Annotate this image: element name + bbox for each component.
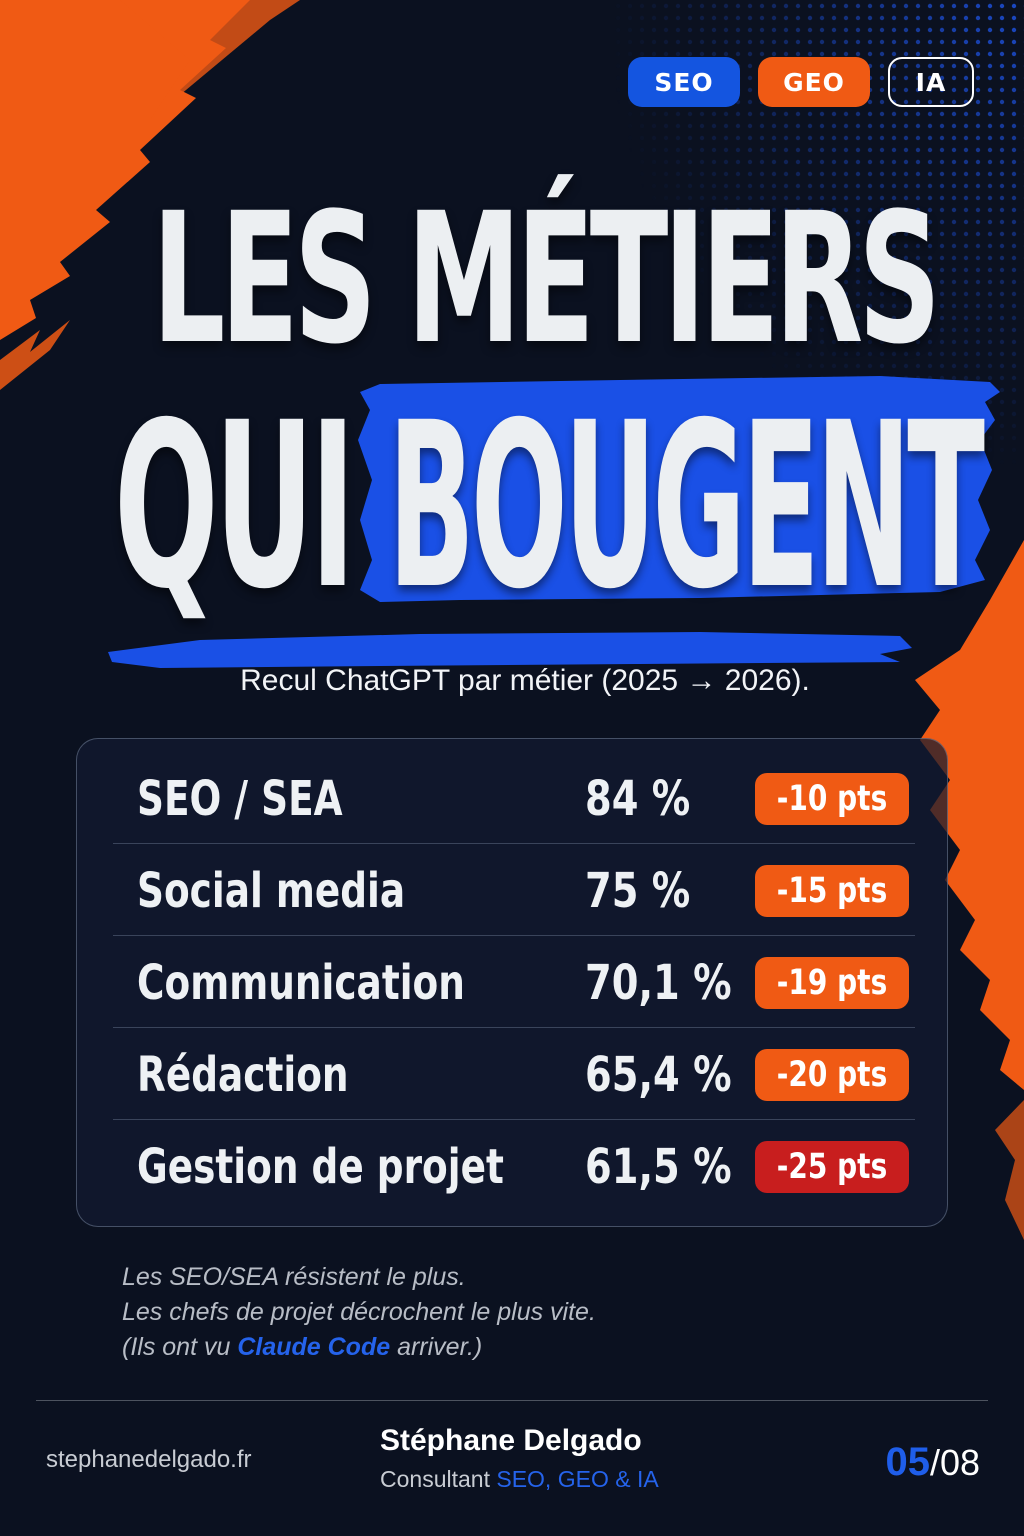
table-row: Social media 75 % -15 pts bbox=[113, 845, 915, 937]
commentary-note: Les SEO/SEA résistent le plus. Les chefs… bbox=[122, 1260, 596, 1365]
delta-value: -15 pts bbox=[776, 871, 888, 911]
author-role: Consultant SEO, GEO & IA bbox=[380, 1466, 659, 1493]
tag-seo: SEO bbox=[628, 57, 740, 107]
note-line3: (Ils ont vu Claude Code arriver.) bbox=[122, 1330, 596, 1365]
orange-brush-streak bbox=[0, 320, 70, 390]
page-current: 05 bbox=[885, 1440, 930, 1484]
stats-table: SEO / SEA 84 % -10 pts Social media 75 %… bbox=[76, 738, 948, 1227]
delta-badge: -10 pts bbox=[755, 773, 909, 825]
metier-label: Social media bbox=[137, 863, 406, 919]
role-highlight: SEO, GEO & IA bbox=[496, 1466, 659, 1492]
delta-value: -10 pts bbox=[776, 779, 888, 819]
website-link[interactable]: stephanedelgado.fr bbox=[46, 1446, 252, 1473]
tag-ia: IA bbox=[888, 57, 974, 107]
note-line3-before: (Ils ont vu bbox=[122, 1333, 238, 1361]
tag-geo: GEO bbox=[758, 57, 870, 107]
delta-value: -25 pts bbox=[776, 1147, 888, 1187]
subtitle: Recul ChatGPT par métier (2025 → 2026). bbox=[240, 664, 810, 697]
table-row: Gestion de projet 61,5 % -25 pts bbox=[113, 1121, 915, 1213]
metier-percentage: 70,1 % bbox=[585, 955, 732, 1011]
table-row: Rédaction 65,4 % -20 pts bbox=[113, 1029, 915, 1121]
note-highlight: Claude Code bbox=[237, 1333, 391, 1361]
metier-percentage: 84 % bbox=[585, 771, 691, 827]
orange-brush-top-left bbox=[0, 0, 250, 340]
row-divider bbox=[113, 935, 915, 936]
note-line2: Les chefs de projet décrochent le plus v… bbox=[122, 1298, 596, 1326]
table-row: Communication 70,1 % -19 pts bbox=[113, 937, 915, 1029]
blue-brush-underline bbox=[108, 632, 912, 668]
tag-group: SEO GEO IA bbox=[628, 57, 974, 107]
row-divider bbox=[113, 843, 915, 844]
note-line3-after: arriver.) bbox=[390, 1333, 483, 1361]
metier-label: Gestion de projet bbox=[137, 1139, 504, 1195]
role-prefix: Consultant bbox=[380, 1466, 497, 1492]
metier-percentage: 61,5 % bbox=[585, 1139, 732, 1195]
delta-badge: -19 pts bbox=[755, 957, 909, 1009]
metier-percentage: 75 % bbox=[585, 863, 691, 919]
delta-badge: -15 pts bbox=[755, 865, 909, 917]
headline-line2-part2: BOUGENT bbox=[388, 373, 985, 639]
row-divider bbox=[113, 1119, 915, 1120]
row-divider bbox=[113, 1027, 915, 1028]
table-row: SEO / SEA 84 % -10 pts bbox=[113, 753, 915, 845]
metier-label: Rédaction bbox=[137, 1047, 349, 1103]
page-total: /08 bbox=[929, 1442, 980, 1483]
blue-brush-highlight bbox=[358, 376, 1000, 602]
delta-value: -20 pts bbox=[776, 1055, 888, 1095]
metier-percentage: 65,4 % bbox=[585, 1047, 732, 1103]
metier-label: SEO / SEA bbox=[137, 771, 343, 827]
orange-brush-right bbox=[915, 540, 1024, 1090]
author-name: Stéphane Delgado bbox=[380, 1424, 642, 1457]
note-line1: Les SEO/SEA résistent le plus. bbox=[122, 1263, 466, 1291]
delta-badge: -25 pts bbox=[755, 1141, 909, 1193]
page-counter: 05/08 bbox=[885, 1440, 980, 1485]
footer-divider bbox=[36, 1400, 988, 1401]
delta-badge: -20 pts bbox=[755, 1049, 909, 1101]
delta-value: -19 pts bbox=[776, 963, 888, 1003]
metier-label: Communication bbox=[137, 955, 465, 1011]
headline-line2-part1: QUI bbox=[114, 373, 356, 639]
headline-line1: LES MÉTIERS bbox=[152, 175, 941, 384]
